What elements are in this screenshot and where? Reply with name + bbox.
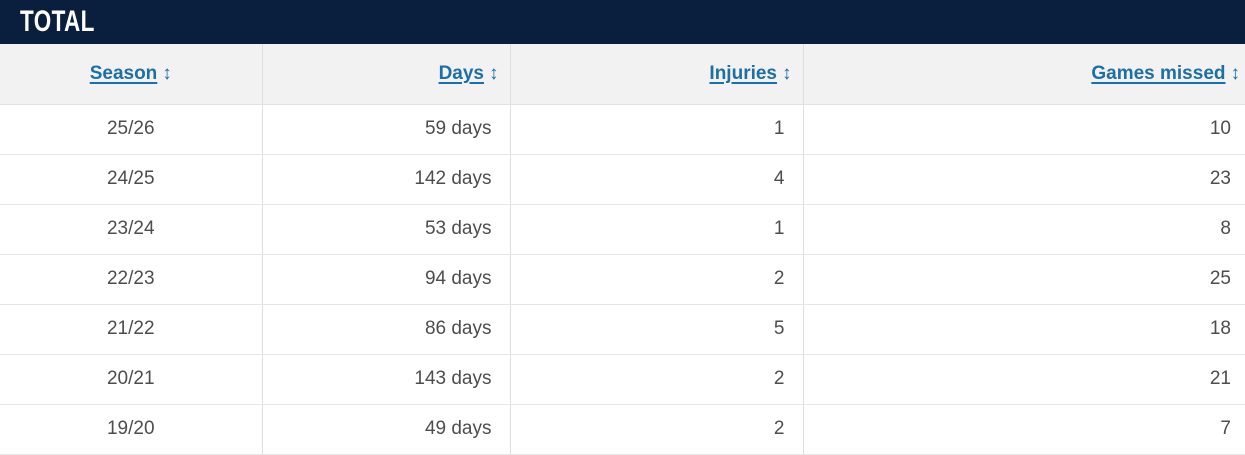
table-row: 23/24 53 days 1 8 [0,204,1245,255]
table-row: 25/26 59 days 1 10 [0,104,1245,155]
games-missed-cell: 18 [803,304,1245,355]
days-cell: 59 days [262,104,511,155]
injuries-cell: 2 [510,354,804,405]
season-cell: 24/25 [0,154,263,205]
season-cell: 21/22 [0,304,263,355]
table-header-row: Season ↕ Days ↕ Injuries ↕ Games missed ↕ [0,44,1245,105]
injury-history-table: Season ↕ Days ↕ Injuries ↕ Games missed ↕ 25… [0,44,1245,455]
days-cell: 49 days [262,404,511,455]
injuries-cell: 5 [510,304,804,355]
panel-title: TOTAL [20,5,95,38]
days-cell: 94 days [262,254,511,305]
sort-arrows-icon[interactable]: ↕ [1230,62,1241,84]
table-row: 24/25 142 days 4 23 [0,154,1245,205]
column-header-games-missed: Games missed ↕ [803,44,1245,105]
injuries-cell: 2 [510,404,804,455]
column-header-injuries: Injuries ↕ [510,44,804,105]
sort-season-link[interactable]: Season [89,62,158,84]
sort-injuries-link[interactable]: Injuries [709,62,777,84]
table-row: 21/22 86 days 5 18 [0,304,1245,355]
games-missed-cell: 21 [803,354,1245,405]
injuries-cell: 2 [510,254,804,305]
season-cell: 20/21 [0,354,263,405]
column-header-days: Days ↕ [262,44,511,105]
table-row: 20/21 143 days 2 21 [0,354,1245,405]
season-cell: 19/20 [0,404,263,455]
games-missed-cell: 10 [803,104,1245,155]
season-cell: 23/24 [0,204,263,255]
season-cell: 22/23 [0,254,263,305]
injuries-cell: 1 [510,204,804,255]
days-cell: 143 days [262,354,511,405]
table-row: 19/20 49 days 2 7 [0,404,1245,455]
column-header-season: Season ↕ [0,44,263,105]
table-row: 22/23 94 days 2 25 [0,254,1245,305]
games-missed-cell: 25 [803,254,1245,305]
injuries-cell: 1 [510,104,804,155]
days-cell: 142 days [262,154,511,205]
injuries-cell: 4 [510,154,804,205]
sort-arrows-icon[interactable]: ↕ [162,62,172,84]
games-missed-cell: 7 [803,404,1245,455]
sort-games-missed-link[interactable]: Games missed [1091,62,1226,84]
sort-days-link[interactable]: Days [438,62,484,84]
days-cell: 53 days [262,204,511,255]
sort-arrows-icon[interactable]: ↕ [782,62,792,84]
panel-header: TOTAL [0,0,1245,44]
games-missed-cell: 23 [803,154,1245,205]
season-cell: 25/26 [0,104,263,155]
sort-arrows-icon[interactable]: ↕ [489,62,499,84]
days-cell: 86 days [262,304,511,355]
games-missed-cell: 8 [803,204,1245,255]
